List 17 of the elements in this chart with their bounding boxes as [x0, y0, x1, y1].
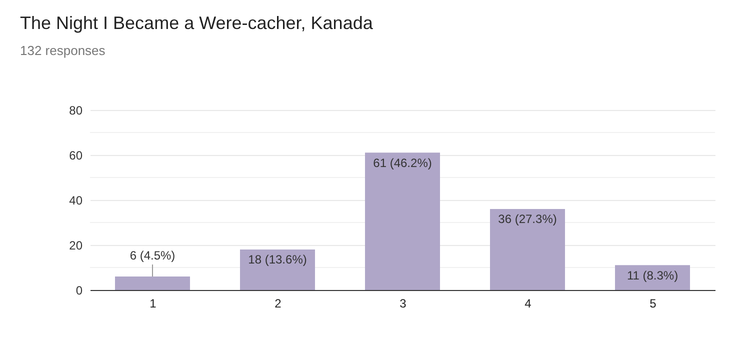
x-tick-label: 5 — [650, 296, 657, 310]
x-tick-label: 2 — [274, 296, 282, 310]
chart-title: The Night I Became a Were-cacher, Kanada — [20, 13, 374, 33]
x-tick-label: 1 — [150, 296, 157, 310]
data-label: 11 (8.3%) — [626, 268, 678, 282]
data-label: 6 (4.5%) — [130, 248, 176, 262]
y-tick-label: 60 — [69, 148, 83, 162]
data-label: 36 (27.3%) — [498, 212, 557, 226]
y-tick-label: 20 — [69, 238, 83, 252]
y-tick-label: 80 — [69, 104, 83, 118]
y-tick-label: 0 — [76, 284, 83, 298]
chart-subtitle: 132 responses — [20, 43, 106, 58]
data-label: 18 (13.6%) — [248, 252, 307, 266]
x-tick-label: 4 — [524, 296, 532, 310]
y-tick-label: 40 — [69, 194, 83, 208]
data-label: 61 (46.2%) — [373, 156, 432, 170]
x-tick-label: 3 — [400, 296, 407, 310]
